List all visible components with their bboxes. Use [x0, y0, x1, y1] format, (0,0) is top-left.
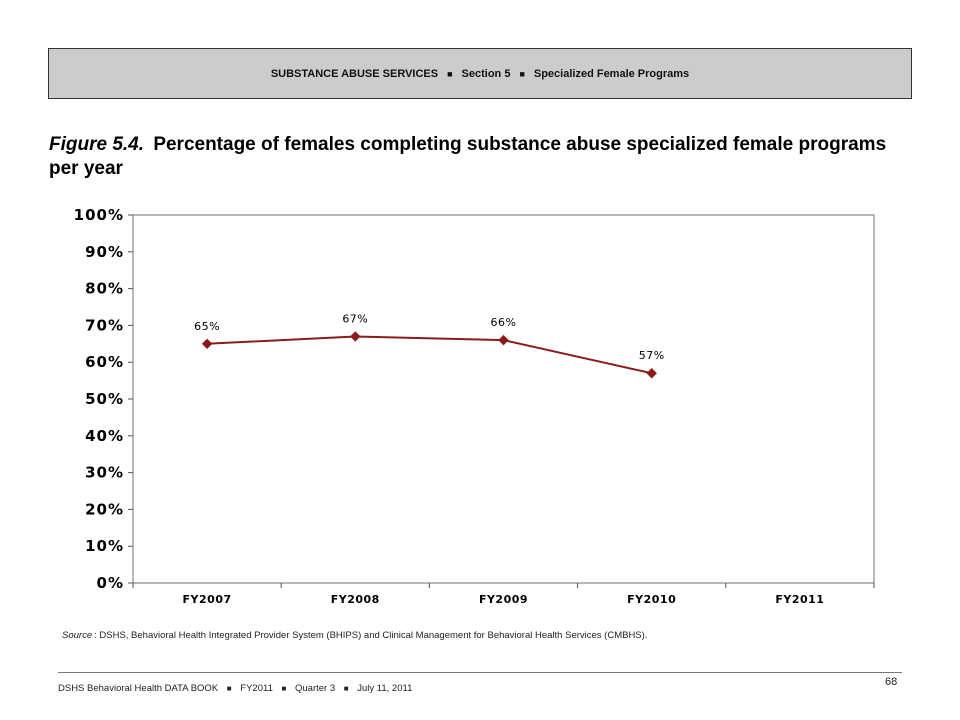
- y-tick-label: 20%: [85, 500, 124, 518]
- plot-frame: [132, 214, 875, 584]
- footer-book: DSHS Behavioral Health DATA BOOK: [58, 683, 219, 694]
- data-point-marker: [350, 331, 361, 342]
- y-tick-label: 80%: [85, 280, 124, 298]
- y-tick-label: 100%: [74, 206, 124, 224]
- banner-separator: ■: [519, 68, 525, 79]
- banner-title: SUBSTANCE ABUSE SERVICES: [270, 67, 439, 80]
- data-point-marker: [201, 338, 213, 350]
- y-tick-label: 10%: [85, 537, 124, 555]
- data-label: 57%: [639, 349, 665, 362]
- series-line: [207, 335, 652, 375]
- y-tick-label: 0%: [97, 574, 124, 592]
- source-text: : DSHS, Behavioral Health Integrated Pro…: [94, 630, 648, 641]
- x-tick-label: FY2008: [331, 593, 380, 606]
- y-tick-label: 70%: [85, 316, 124, 334]
- banner-separator: ■: [447, 68, 453, 79]
- y-tick-label: 40%: [85, 427, 124, 445]
- y-tick-label: 90%: [85, 243, 124, 261]
- banner-section: Section 5: [461, 67, 511, 80]
- footer-quarter: Quarter 3: [294, 683, 336, 694]
- source-note: Source: DSHS, Behavioral Health Integrat…: [62, 630, 647, 641]
- data-point-marker: [646, 368, 657, 379]
- data-point-marker: [498, 334, 509, 346]
- figure-number: Figure 5.4.: [49, 134, 145, 155]
- footer-separator: ■: [226, 684, 232, 693]
- data-label: 66%: [491, 316, 517, 329]
- footer-fiscal-year: FY2011: [240, 683, 273, 694]
- x-axis: FY2007 FY2008 FY2009 FY2010 FY2011: [132, 583, 875, 606]
- footer-date: July 11, 2011: [357, 683, 413, 694]
- footer-separator: ■: [281, 684, 287, 693]
- x-tick-label: FY2009: [479, 593, 528, 606]
- banner-topic: Specialized Female Programs: [533, 67, 690, 80]
- footer-separator: ■: [343, 684, 349, 693]
- y-tick-label: 30%: [85, 464, 124, 482]
- x-tick-label: FY2011: [775, 593, 824, 606]
- footer: DSHS Behavioral Health DATA BOOK ■ FY201…: [58, 683, 412, 694]
- figure-title: Figure 5.4. Percentage of females comple…: [49, 133, 909, 181]
- x-tick-label: FY2010: [627, 593, 676, 606]
- data-label: 65%: [194, 320, 220, 333]
- source-label: Source: [62, 630, 93, 641]
- footer-divider: [58, 672, 902, 673]
- section-banner: SUBSTANCE ABUSE SERVICES ■ Section 5 ■ S…: [48, 48, 912, 99]
- y-tick-label: 50%: [85, 390, 124, 408]
- y-axis: 0% 10% 20% 30% 40% 50% 60% 70% 80% 90% 100%: [74, 206, 133, 592]
- x-tick-label: FY2007: [183, 593, 232, 606]
- page-number: 68: [885, 676, 898, 688]
- series-group: 65% 67% 66% 57%: [194, 312, 665, 379]
- y-tick-label: 60%: [85, 353, 124, 371]
- data-label: 67%: [342, 312, 368, 325]
- figure-caption: Percentage of females completing substan…: [49, 134, 887, 179]
